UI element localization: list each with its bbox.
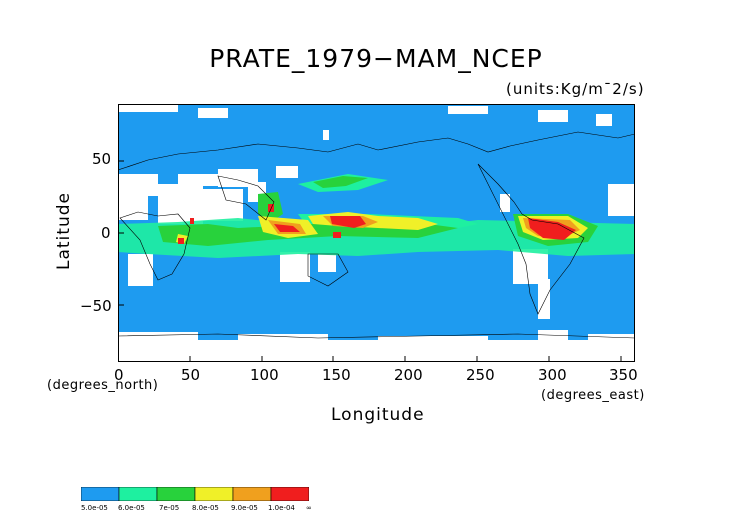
units-label: (units:Kg/m¯2/s) bbox=[506, 80, 645, 98]
legend-label-6: ∞ bbox=[306, 504, 312, 512]
y-tick-0: 0 bbox=[101, 224, 111, 242]
x-tick-150: 150 bbox=[322, 366, 351, 384]
legend-swatch-4 bbox=[232, 487, 272, 501]
legend-swatch-1 bbox=[118, 487, 158, 501]
x-axis-units: (degrees_east) bbox=[541, 388, 645, 403]
precip-level-5 bbox=[178, 204, 576, 244]
color-legend-bar bbox=[81, 487, 309, 501]
y-tick-minus50: −50 bbox=[80, 297, 112, 315]
legend-swatch-3 bbox=[194, 487, 234, 501]
x-tick-0: 0 bbox=[114, 366, 124, 384]
legend-label-0: 5.0e-05 bbox=[81, 504, 108, 512]
x-tick-200: 200 bbox=[394, 366, 423, 384]
legend-label-5: 1.0e-04 bbox=[268, 504, 295, 512]
x-tick-350: 350 bbox=[609, 366, 638, 384]
legend-swatch-0 bbox=[81, 487, 120, 501]
x-tick-250: 250 bbox=[466, 366, 495, 384]
y-axis-units: (degrees_north) bbox=[47, 378, 159, 393]
y-axis-label: Latitude bbox=[54, 192, 74, 270]
y-tick-50: 50 bbox=[92, 150, 112, 168]
x-tick-50: 50 bbox=[181, 366, 201, 384]
x-tick-300: 300 bbox=[538, 366, 567, 384]
legend-label-1: 6.0e-05 bbox=[118, 504, 145, 512]
legend-label-4: 9.0e-05 bbox=[231, 504, 258, 512]
x-axis-label: Longitude bbox=[331, 405, 425, 425]
coastlines bbox=[118, 131, 635, 339]
x-tick-100: 100 bbox=[250, 366, 279, 384]
chart-title: PRATE_1979−MAM_NCEP bbox=[209, 44, 543, 73]
y-tick-marks bbox=[118, 160, 124, 306]
precipitation-map bbox=[118, 104, 635, 362]
legend-label-2: 7e-05 bbox=[159, 504, 180, 512]
legend-swatch-5 bbox=[270, 487, 309, 501]
x-tick-marks bbox=[118, 356, 622, 362]
legend-label-3: 8.0e-05 bbox=[192, 504, 219, 512]
legend-swatch-2 bbox=[156, 487, 196, 501]
